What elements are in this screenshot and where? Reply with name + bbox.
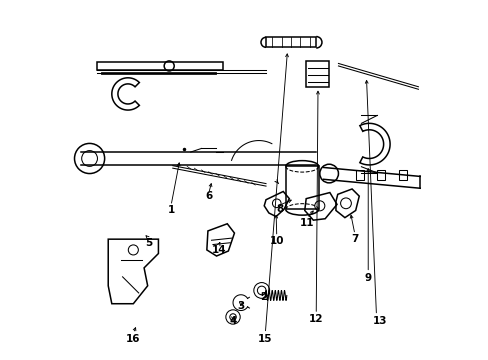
- Text: 15: 15: [258, 333, 272, 343]
- Bar: [355, 170, 363, 180]
- Text: 5: 5: [144, 238, 152, 248]
- Bar: [305, 60, 329, 87]
- Bar: [376, 170, 384, 180]
- Text: 9: 9: [364, 273, 371, 283]
- Text: 8: 8: [275, 204, 283, 215]
- Text: 12: 12: [308, 314, 323, 324]
- Text: 14: 14: [211, 245, 225, 255]
- Polygon shape: [359, 123, 389, 165]
- Bar: [398, 170, 406, 180]
- Text: 4: 4: [229, 316, 236, 325]
- Bar: [285, 166, 318, 210]
- Text: 6: 6: [204, 191, 212, 201]
- Text: 16: 16: [126, 333, 140, 343]
- Text: 13: 13: [372, 316, 386, 325]
- Text: 11: 11: [300, 218, 314, 228]
- Text: 2: 2: [260, 292, 267, 302]
- Polygon shape: [112, 78, 139, 110]
- Text: 7: 7: [350, 234, 358, 244]
- Text: 3: 3: [237, 301, 244, 311]
- Text: 10: 10: [269, 236, 284, 246]
- Text: 1: 1: [167, 206, 174, 216]
